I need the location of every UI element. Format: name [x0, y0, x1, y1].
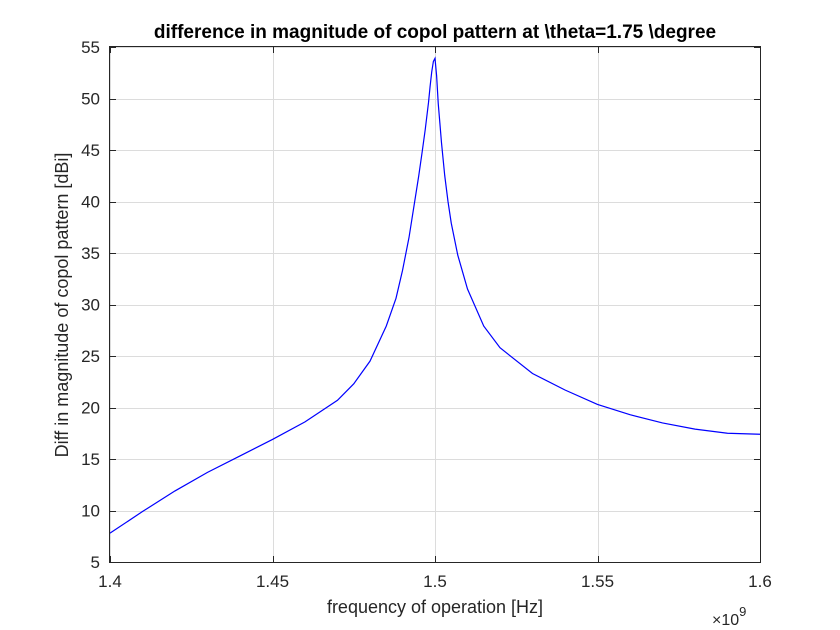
y-tick-label: 55: [81, 38, 100, 57]
x-exponent-base: ×10: [712, 612, 739, 629]
y-tick-label: 25: [81, 347, 100, 366]
y-tick-label: 45: [81, 141, 100, 160]
x-tick-label: 1.5: [423, 572, 447, 591]
x-axis-label: frequency of operation [Hz]: [327, 597, 543, 617]
x-tick-label: 1.4: [98, 572, 122, 591]
y-tick-label: 40: [81, 193, 100, 212]
y-tick-label: 35: [81, 244, 100, 263]
y-tick-label: 50: [81, 90, 100, 109]
y-tick-label: 5: [91, 553, 100, 572]
y-axis-label: Diff in magnitude of copol pattern [dBi]: [52, 153, 72, 458]
series-group: [109, 56, 761, 534]
chart-title: difference in magnitude of copol pattern…: [154, 22, 716, 43]
x-tick-label: 1.45: [256, 572, 289, 591]
x-tick-label: 1.55: [581, 572, 614, 591]
x-exponent-label: ×109: [712, 604, 746, 629]
x-tick-label: 1.6: [748, 572, 772, 591]
x-tick-labels: 1.4 1.45 1.5 1.55 1.6: [98, 572, 772, 591]
y-tick-label: 15: [81, 450, 100, 469]
y-tick-label: 10: [81, 502, 100, 521]
series-line: [109, 56, 761, 534]
y-tick-labels: 5 10 15 20 25 30 35 40 45 50 55: [81, 38, 100, 572]
grid: [110, 47, 761, 563]
y-tick-label: 30: [81, 296, 100, 315]
plot-frame: [109, 46, 761, 563]
x-exponent-power: 9: [739, 604, 746, 619]
y-tick-label: 20: [81, 399, 100, 418]
